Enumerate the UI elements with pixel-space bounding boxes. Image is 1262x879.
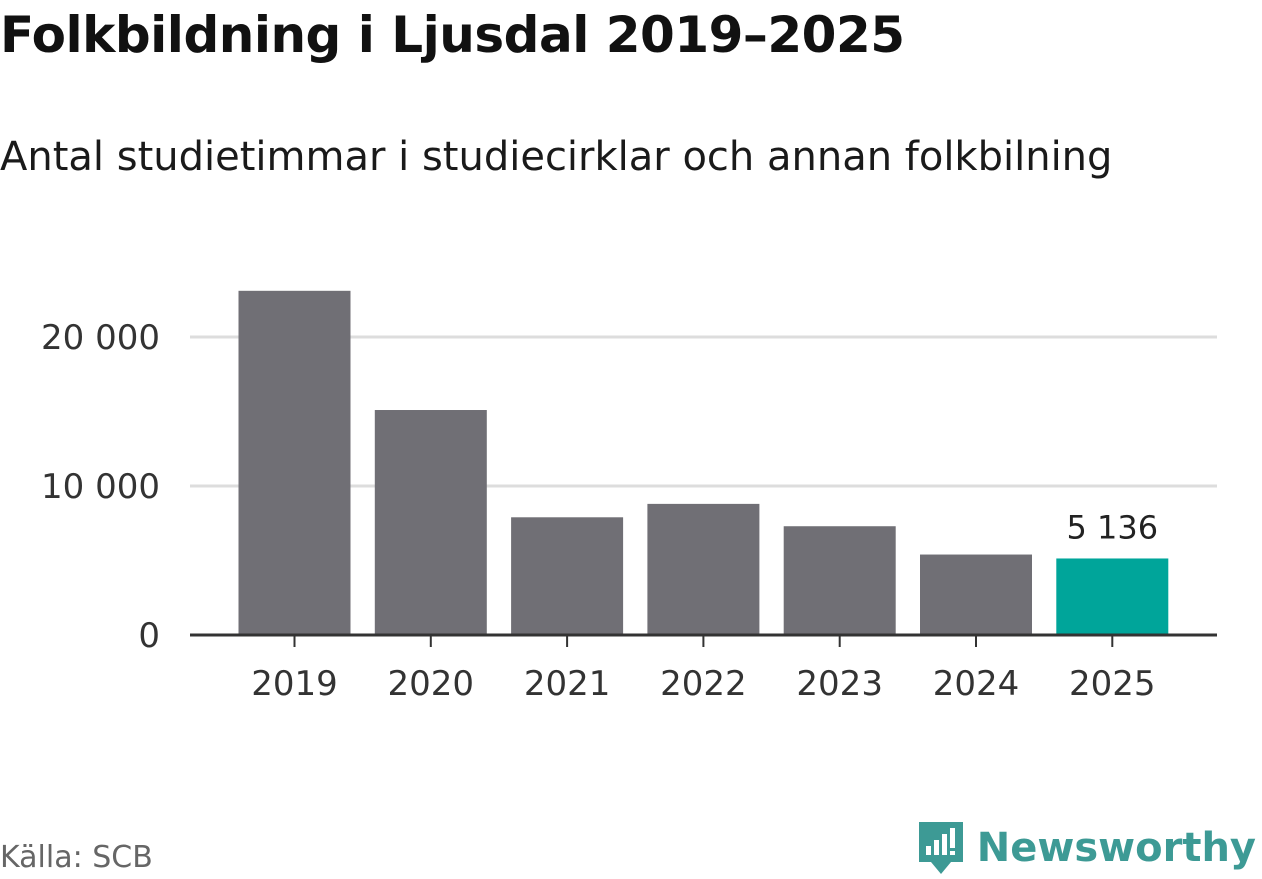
bar xyxy=(647,503,760,635)
x-tick-label: 2022 xyxy=(660,664,747,704)
bar xyxy=(920,554,1032,635)
bar xyxy=(238,290,351,635)
chart-title: Folkbildning i Ljusdal 2019–2025 xyxy=(0,6,905,64)
chart-subtitle: Antal studietimmar i studiecirklar och a… xyxy=(0,134,1113,180)
source-note: Källa: SCB xyxy=(0,840,153,875)
data-label: 5 136 xyxy=(1066,508,1158,546)
x-tick-label: 2025 xyxy=(1069,664,1156,704)
newsworthy-logo-icon xyxy=(918,822,963,874)
bar xyxy=(783,526,896,635)
bar xyxy=(1056,558,1169,635)
gridlines xyxy=(190,335,1217,488)
labels: 0 10 000 20 000 2019 2020 2021 2022 2023 2024 202… xyxy=(41,318,1158,704)
y-tick-label: 20 000 xyxy=(41,318,160,358)
bars xyxy=(190,290,1217,647)
y-tick-label: 10 000 xyxy=(41,467,160,507)
bar xyxy=(511,517,624,635)
x-tick-label: 2020 xyxy=(388,664,475,704)
x-tick-label: 2021 xyxy=(524,664,611,704)
y-tick-label: 0 xyxy=(138,616,160,656)
brand-logo: Newsworthy xyxy=(915,818,1256,878)
brand-name: Newsworthy xyxy=(976,825,1256,871)
x-tick-label: 2024 xyxy=(933,664,1020,704)
bar xyxy=(374,410,487,635)
x-tick-label: 2023 xyxy=(796,664,883,704)
x-tick-label: 2019 xyxy=(251,664,338,704)
